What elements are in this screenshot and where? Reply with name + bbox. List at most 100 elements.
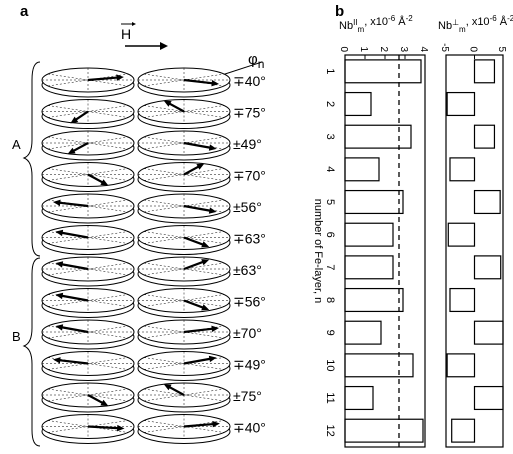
disk: [137, 414, 231, 444]
bar: [344, 255, 394, 280]
spin-arrow-head: [55, 292, 64, 300]
field-label: H: [121, 26, 131, 42]
angle-label: ±56°: [233, 199, 262, 215]
x-axis-label: Nb⊥m, x10-6 Å-2: [438, 14, 513, 34]
disk: [137, 162, 231, 192]
angle-label: ±63°: [233, 262, 262, 278]
disk: [137, 382, 231, 413]
spin-arrow-head: [163, 100, 172, 107]
spin-arrow-head: [67, 147, 76, 155]
bar: [344, 189, 404, 215]
spin-arrow: [87, 76, 120, 82]
spin-arrow: [183, 299, 205, 310]
bar: [446, 91, 476, 117]
panel-label: a: [20, 3, 29, 20]
spin-arrow-head: [208, 144, 217, 151]
disk: [137, 130, 231, 161]
disk: [41, 351, 135, 381]
x-tick-label: 2: [378, 46, 389, 52]
spin-arrow-head: [55, 229, 64, 237]
category-label: 12: [324, 425, 336, 437]
spin-arrow-head: [116, 74, 124, 81]
disk: [41, 162, 135, 192]
spin-arrow-head: [208, 207, 217, 214]
x-axis-label-part: Å: [497, 15, 508, 28]
spin-arrow: [183, 141, 212, 150]
x-tick-label: 5: [496, 46, 507, 52]
bar: [451, 418, 476, 443]
category-label: 7: [324, 264, 336, 270]
spin-arrow: [183, 204, 212, 213]
category-label: 1: [324, 68, 336, 74]
bar: [447, 222, 476, 247]
spin-arrow: [87, 425, 120, 430]
x-axis-label-part: II: [353, 18, 357, 27]
spin-arrow-head: [116, 424, 125, 432]
spin-arrow: [60, 294, 89, 302]
spin-arrow: [60, 262, 89, 271]
bar: [473, 255, 502, 280]
x-axis-label-part: Nb: [438, 20, 452, 32]
field-arrow: [121, 22, 168, 50]
bar: [473, 189, 501, 215]
disk: [137, 99, 231, 129]
disk: [41, 256, 135, 287]
spin-arrow: [73, 110, 89, 122]
plot-frame: [344, 54, 426, 448]
spin-arrow-head: [211, 325, 220, 333]
x-axis-label-part: -2: [507, 14, 513, 23]
bar: [473, 385, 504, 411]
x-axis-label-part: Å: [395, 15, 406, 28]
spin-arrow-head: [52, 357, 61, 364]
angle-symbol-sub: n: [258, 57, 265, 71]
bar: [344, 418, 424, 443]
y-axis-label: number of Fe-layer, n: [312, 199, 324, 304]
x-tick-label: 3: [398, 46, 409, 52]
x-axis-label: NbIIm, x10-6 Å-2: [339, 14, 413, 34]
category-label: 11: [324, 392, 336, 403]
spin-arrow-head: [55, 324, 64, 331]
angle-label: ∓49°: [233, 357, 266, 373]
spin-arrow: [57, 201, 89, 208]
category-label: 5: [324, 199, 336, 205]
x-tick-label: 1: [358, 46, 369, 52]
spin-arrow-head: [196, 163, 205, 170]
disk: [137, 288, 231, 318]
spin-arrow-head: [100, 179, 109, 186]
disk: [137, 256, 231, 287]
disk: [41, 319, 135, 350]
disk: [41, 67, 135, 98]
category-label: 10: [324, 359, 336, 371]
spin-arrow-head: [201, 241, 210, 248]
spin-arrow-head: [211, 79, 220, 87]
x-axis-label-part: m: [459, 25, 466, 34]
spin-arrow: [57, 358, 89, 365]
spin-arrow: [183, 164, 201, 176]
disk: [41, 99, 135, 129]
panel-label: b: [335, 3, 344, 20]
group-label: A: [12, 137, 21, 152]
spin-arrow: [71, 142, 89, 153]
bar: [344, 320, 382, 345]
category-label: 2: [324, 101, 336, 107]
spin-arrow-head: [201, 304, 210, 311]
x-axis-label-part: -2: [406, 14, 414, 23]
category-label: 8: [324, 297, 336, 303]
disk: [137, 67, 231, 98]
disk: [137, 193, 231, 224]
x-tick-label: 0: [468, 46, 479, 52]
bar: [344, 157, 380, 182]
bar: [473, 59, 496, 84]
x-axis-label-part: m: [358, 25, 365, 34]
bar: [344, 91, 372, 117]
disk: [137, 319, 231, 350]
x-axis-label-part: , x10: [364, 16, 388, 28]
bar: [473, 320, 504, 345]
spin-arrow: [167, 385, 185, 396]
category-label: 6: [324, 232, 336, 238]
x-axis-label-part: Nb: [339, 20, 353, 32]
disk: [41, 414, 135, 444]
bar: [344, 59, 422, 84]
spin-arrow: [183, 78, 215, 85]
